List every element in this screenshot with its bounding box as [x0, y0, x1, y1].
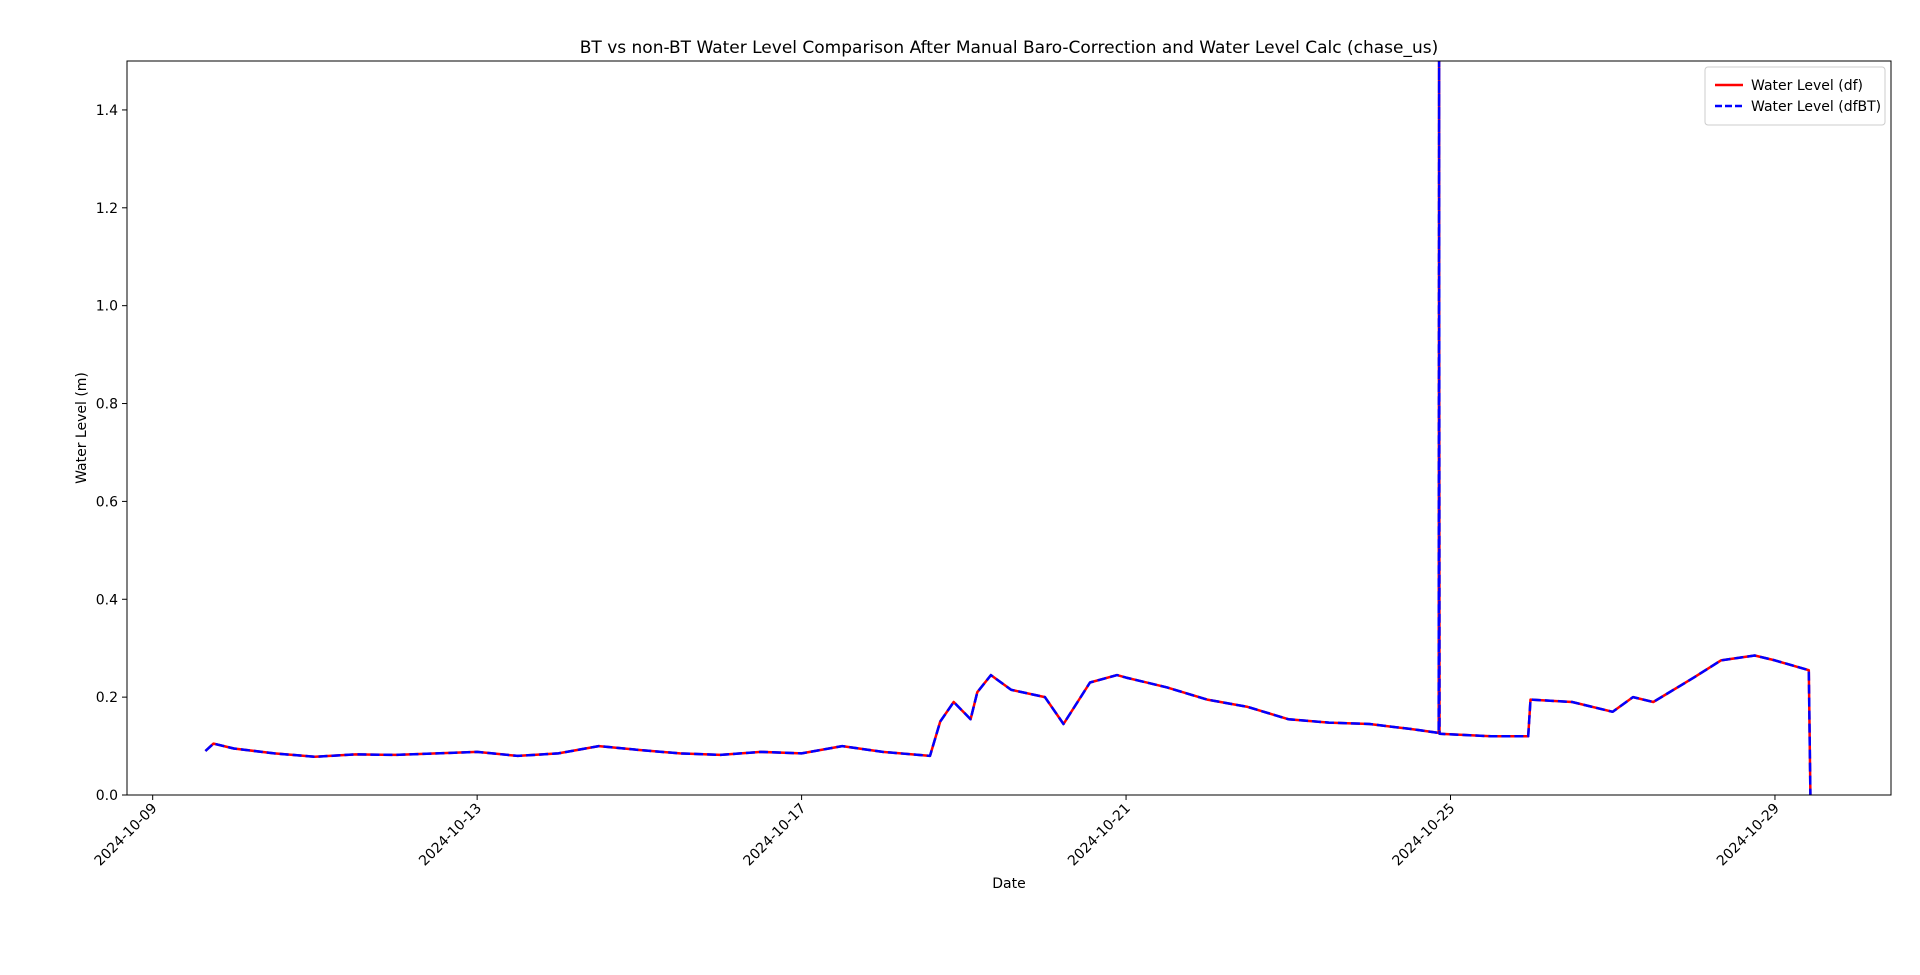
y-tick-label: 0.8: [96, 397, 118, 413]
y-tick-label: 0.6: [96, 494, 118, 510]
line-series: [204, 61, 1812, 795]
y-tick-label: 1.4: [96, 103, 118, 119]
x-tick-label: 2024-10-29: [1714, 801, 1783, 870]
line-series: [204, 61, 1812, 795]
y-tick-label: 0.4: [96, 592, 118, 608]
x-tick-label: 2024-10-09: [92, 801, 161, 870]
x-tick-label: 2024-10-21: [1065, 801, 1134, 870]
y-axis-label: Water Level (m): [74, 372, 90, 484]
y-tick-label: 1.2: [96, 201, 118, 217]
plot-lines: [204, 61, 1812, 795]
legend-label: Water Level (df): [1751, 78, 1863, 94]
legend-box: [1704, 66, 1886, 126]
x-tick-label: 2024-10-13: [416, 801, 485, 870]
legend-label: Water Level (dfBT): [1751, 99, 1881, 115]
plot-frame: [126, 60, 1892, 796]
x-axis-label: Date: [992, 876, 1025, 892]
x-tick-label: 2024-10-17: [741, 801, 810, 870]
y-tick-label: 0.0: [96, 788, 118, 804]
chart-title: BT vs non-BT Water Level Comparison Afte…: [580, 38, 1438, 58]
y-tick-label: 0.2: [96, 690, 118, 706]
x-tick-label: 2024-10-25: [1389, 801, 1458, 870]
y-tick-label: 1.0: [96, 299, 118, 315]
